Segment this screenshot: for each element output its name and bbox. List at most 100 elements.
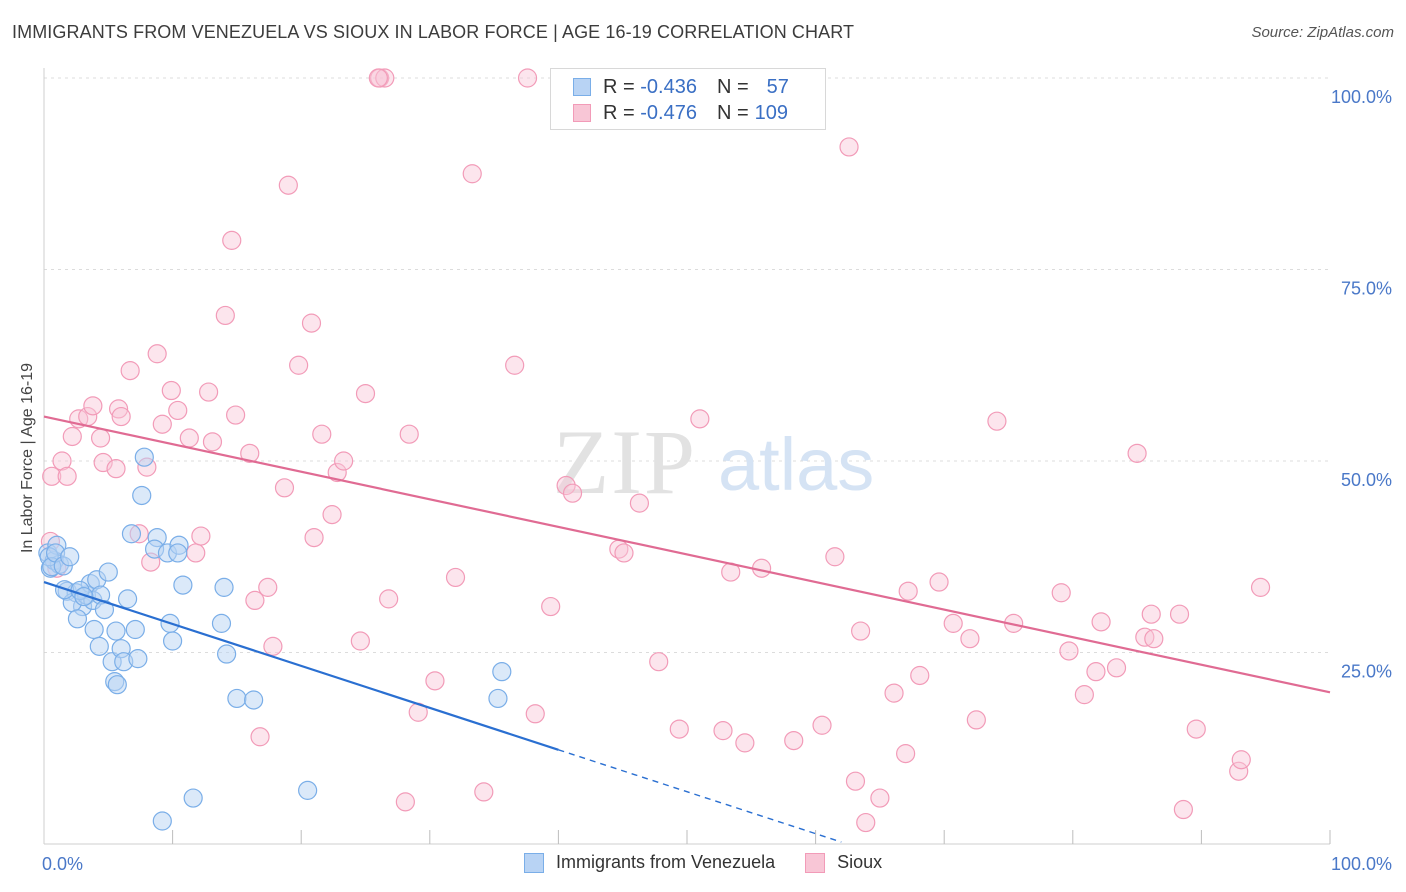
sioux-point <box>215 305 235 326</box>
venezuela-point <box>492 662 512 682</box>
legend-n-value-venezuela: 57 <box>766 75 789 98</box>
sioux-point <box>929 572 949 592</box>
sioux-point <box>1051 583 1071 603</box>
y-tick-label: 75.0% <box>1341 279 1392 299</box>
sioux-point <box>161 380 181 401</box>
sioux-point <box>1186 719 1206 739</box>
venezuela-point <box>214 577 234 597</box>
venezuela-point <box>173 575 193 595</box>
sioux-point <box>1169 604 1190 624</box>
watermark-atlas: atlas <box>718 423 874 506</box>
sioux-point <box>884 683 904 703</box>
sioux-point <box>274 478 295 498</box>
legend-label-venezuela: Immigrants from Venezuela <box>556 852 776 872</box>
sioux-point <box>960 629 980 649</box>
venezuela-trend-extension <box>558 749 842 843</box>
sioux-point <box>839 137 859 157</box>
venezuela-point <box>163 631 183 651</box>
sioux-point <box>62 426 82 447</box>
sioux-point <box>425 671 445 691</box>
sioux-point <box>987 411 1007 431</box>
sioux-point <box>120 361 140 381</box>
venezuela-point <box>89 636 109 656</box>
venezuela-point <box>60 547 80 567</box>
sioux-point <box>263 636 283 656</box>
sioux-point <box>327 462 347 483</box>
sioux-point <box>106 459 126 479</box>
venezuela-point <box>134 447 154 467</box>
sioux-point <box>445 567 466 588</box>
venezuela-point <box>106 621 126 641</box>
sioux-point <box>541 596 561 617</box>
venezuela-point <box>128 649 148 669</box>
venezuela-point <box>125 619 145 640</box>
sioux-point <box>368 68 388 88</box>
x-tick-label: 0.0% <box>42 854 83 874</box>
sioux-point <box>399 424 419 444</box>
legend-row-venezuela: R = -0.436 N = 57 <box>573 75 789 99</box>
sioux-point <box>525 704 545 724</box>
venezuela-point <box>74 586 94 607</box>
venezuela-point <box>132 485 152 506</box>
sioux-point <box>152 414 172 434</box>
venezuela-point <box>98 562 118 582</box>
trend-lines <box>43 415 1331 843</box>
sioux-point <box>334 451 354 471</box>
sioux-point <box>250 727 270 747</box>
sioux-point <box>304 527 324 548</box>
sioux-point <box>186 543 206 563</box>
sioux-point <box>1086 662 1106 682</box>
axes <box>43 68 1331 845</box>
sioux-point <box>168 400 188 421</box>
sioux-point <box>851 621 871 641</box>
sioux-point <box>322 505 342 525</box>
legend-r-label: R = <box>603 75 635 98</box>
venezuela-point <box>488 688 508 709</box>
sioux-point <box>856 812 876 833</box>
sioux-point <box>966 710 986 730</box>
sioux-point <box>42 466 62 486</box>
sioux-point <box>90 428 111 448</box>
legend-item-venezuela[interactable]: Immigrants from Venezuela <box>524 852 775 873</box>
legend-n-label: N = <box>716 75 749 98</box>
sioux-point <box>669 719 689 739</box>
sioux-point <box>1106 658 1127 678</box>
sioux-point <box>1091 612 1111 632</box>
sioux-point <box>517 68 538 88</box>
sioux-point <box>312 424 332 444</box>
sioux-trend-line <box>43 415 1331 694</box>
sioux-point <box>278 175 298 195</box>
sioux-point <box>898 581 918 601</box>
sioux-point <box>462 164 482 184</box>
sioux-point <box>202 432 223 452</box>
sioux-point <box>375 68 395 88</box>
legend-r-value-sioux: -0.476 <box>640 101 697 124</box>
venezuela-point <box>183 788 203 808</box>
y-tick-label: 100.0% <box>1331 87 1392 107</box>
correlation-legend: R = -0.436 N = 57 R = -0.476 N = 109 <box>550 68 826 130</box>
legend-swatch-venezuela <box>524 852 544 873</box>
legend-item-sioux[interactable]: Sioux <box>805 852 882 873</box>
legend-label-sioux: Sioux <box>837 852 883 872</box>
sioux-point <box>222 230 242 250</box>
sioux-point <box>355 383 376 404</box>
sioux-point <box>108 399 129 419</box>
sioux-point <box>1144 629 1164 649</box>
venezuela-point <box>227 688 247 709</box>
y-tick-label: 25.0% <box>1341 662 1392 682</box>
sioux-point <box>191 526 211 546</box>
sioux-point <box>649 652 669 672</box>
sioux-point <box>111 406 131 427</box>
sioux-point <box>1250 577 1271 597</box>
watermark: ZIP atlas <box>553 411 874 513</box>
venezuela-point <box>211 613 232 633</box>
legend-swatch-sioux <box>805 852 826 873</box>
sioux-point <box>896 744 916 764</box>
sioux-point <box>1231 750 1251 770</box>
venezuela-point <box>67 609 88 629</box>
legend-r-value-venezuela: -0.436 <box>640 75 697 98</box>
source-label: Source: ZipAtlas.com <box>1251 24 1394 41</box>
legend-swatch-blue <box>573 78 591 96</box>
sioux-point <box>784 730 804 751</box>
